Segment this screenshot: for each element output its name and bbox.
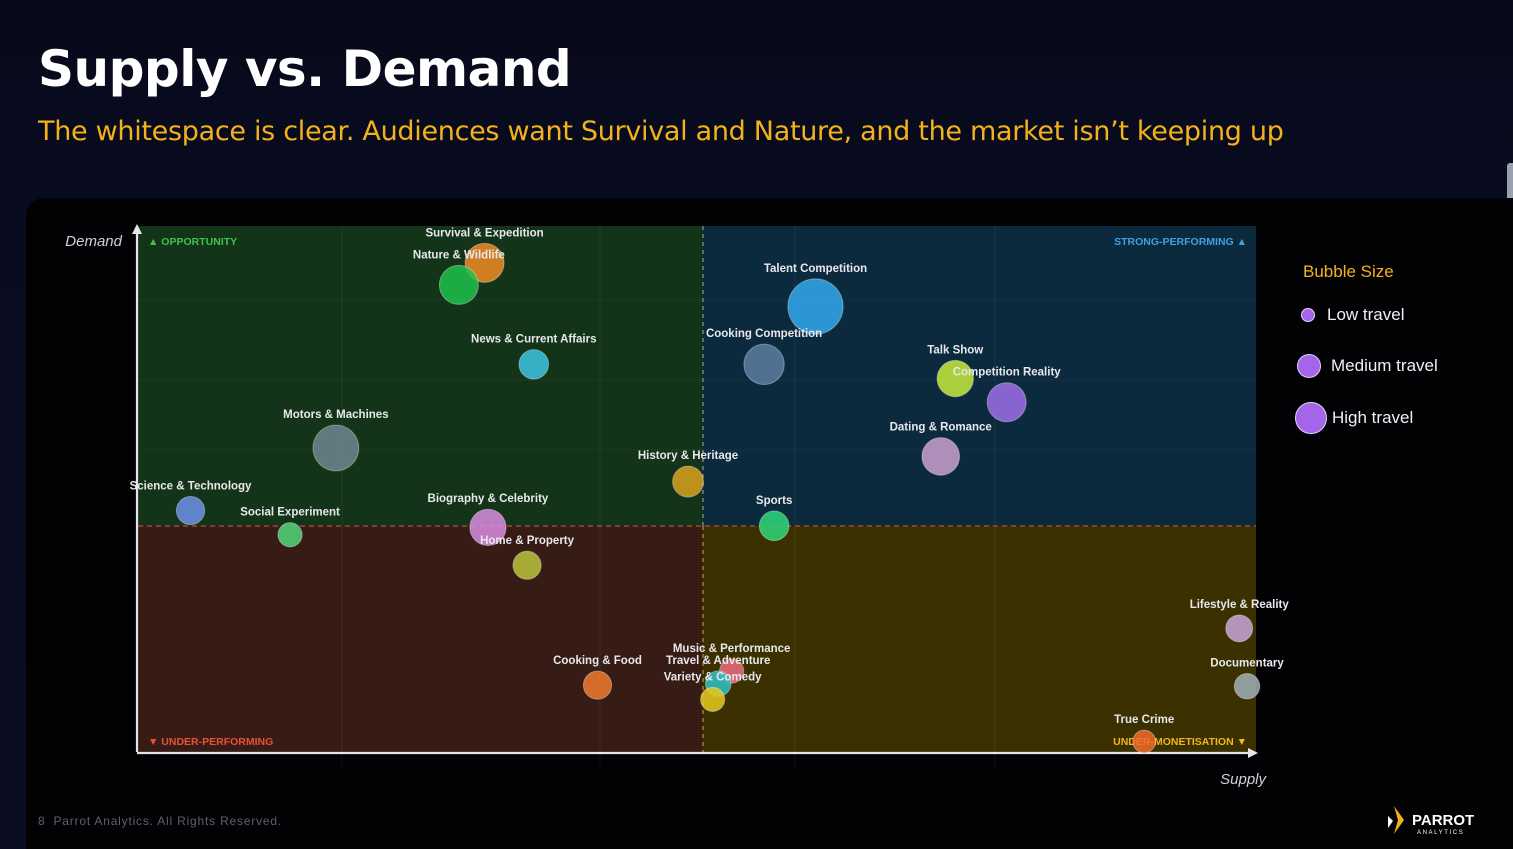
page-title: Supply vs. Demand <box>38 40 572 98</box>
bubble-science-and-technology[interactable] <box>175 495 206 526</box>
bubble-biography-and-celebrity[interactable] <box>469 508 507 547</box>
legend-title: Bubble Size <box>1303 262 1394 281</box>
bubble-label-history-and-heritage: History & Heritage <box>638 450 738 462</box>
parrot-logo: PARROT ANALYTICS <box>1388 806 1474 836</box>
footer: 8 Parrot Analytics. All Rights Reserved. <box>38 814 290 828</box>
logo-tagline: ANALYTICS <box>1417 830 1464 836</box>
quadrant-label-strong-performing: STRONG-PERFORMING ▲ <box>1114 236 1247 248</box>
bubble-talk-show[interactable] <box>936 359 974 398</box>
legend-item-high: High travel <box>1295 402 1413 434</box>
bubble-label-talent-competition: Talent Competition <box>764 263 867 275</box>
page-subtitle: The whitespace is clear. Audiences want … <box>38 116 1284 147</box>
quadrant-strong-performing <box>703 226 1256 526</box>
bubble-social-experiment[interactable] <box>277 522 303 548</box>
bubble-nature-and-wildlife[interactable] <box>438 264 479 305</box>
bubble-label-news-and-current-affairs: News & Current Affairs <box>471 334 596 346</box>
legend-label-low: Low travel <box>1327 305 1405 324</box>
bubble-variety-and-comedy[interactable] <box>700 686 726 712</box>
bubble-history-and-heritage[interactable] <box>672 465 705 498</box>
parrot-logo-icon <box>1388 806 1404 834</box>
bubble-cooking-and-food[interactable] <box>582 670 613 700</box>
bubble-label-competition-reality: Competition Reality <box>953 367 1062 379</box>
bubble-sports[interactable] <box>758 510 790 542</box>
bubble-label-cooking-competition: Cooking Competition <box>706 328 822 340</box>
quadrant-opportunity <box>138 226 703 526</box>
bubble-label-music-and-performance: Music & Performance <box>673 643 791 655</box>
legend-item-medium: Medium travel <box>1297 354 1438 378</box>
copyright-text: Parrot Analytics. All Rights Reserved. <box>53 814 282 828</box>
bubble-label-documentary: Documentary <box>1210 658 1284 670</box>
legend-item-low: Low travel <box>1301 305 1404 325</box>
legend-bubble-small-icon <box>1301 308 1315 322</box>
bubble-label-survival-and-expedition: Survival & Expedition <box>425 227 543 239</box>
bubble-label-true-crime: True Crime <box>1114 714 1174 726</box>
quadrant-label-opportunity: ▲ OPPORTUNITY <box>148 236 237 248</box>
bubble-label-sports: Sports <box>756 495 792 507</box>
logo-wordmark: PARROT <box>1412 812 1474 829</box>
bubble-label-travel-and-adventure: Travel & Adventure <box>666 655 770 667</box>
y-axis-label: Demand <box>65 233 122 250</box>
bubble-news-and-current-affairs[interactable] <box>518 349 550 380</box>
bubble-label-motors-and-machines: Motors & Machines <box>283 409 388 421</box>
y-axis-arrow-icon <box>132 224 142 234</box>
bubble-layer <box>175 242 1261 754</box>
bubble-motors-and-machines[interactable] <box>312 424 360 472</box>
bubble-label-nature-and-wildlife: Nature & Wildlife <box>413 249 505 261</box>
bubble-label-variety-and-comedy: Variety & Comedy <box>664 671 762 683</box>
bubble-label-biography-and-celebrity: Biography & Celebrity <box>428 493 549 505</box>
bubble-true-crime[interactable] <box>1132 729 1157 754</box>
bubble-competition-reality[interactable] <box>986 382 1027 423</box>
quadrant-label-under-performing: ▼ UNDER-PERFORMING <box>148 736 273 748</box>
bubble-dating-and-romance[interactable] <box>921 437 961 476</box>
bubble-lifestyle-and-reality[interactable] <box>1225 614 1254 643</box>
bubble-label-home-and-property: Home & Property <box>480 535 575 547</box>
legend-label-high: High travel <box>1332 408 1414 427</box>
bubble-survival-and-expedition[interactable] <box>464 242 505 283</box>
legend-bubble-medium-icon <box>1297 354 1321 378</box>
bubble-label-talk-show: Talk Show <box>927 344 983 356</box>
bubble-label-science-and-technology: Science & Technology <box>130 480 252 492</box>
bubble-home-and-property[interactable] <box>512 550 542 580</box>
bubble-label-lifestyle-and-reality: Lifestyle & Reality <box>1190 599 1290 611</box>
quadrant-under-monetisation <box>703 526 1256 752</box>
quadrant-layer <box>138 226 1256 752</box>
bubble-cooking-competition[interactable] <box>743 343 785 386</box>
x-axis-arrow-icon <box>1248 748 1258 758</box>
bubble-label-social-experiment: Social Experiment <box>240 507 340 519</box>
bubble-documentary[interactable] <box>1233 673 1261 700</box>
bubble-talent-competition[interactable] <box>787 278 844 335</box>
legend-bubble-large-icon <box>1295 402 1327 434</box>
quadrant-under-performing <box>138 526 703 752</box>
legend-label-medium: Medium travel <box>1331 356 1438 375</box>
bubble-label-dating-and-romance: Dating & Romance <box>890 422 992 434</box>
x-axis-label: Supply <box>1220 771 1267 788</box>
label-layer: Survival & Expedition Nature & Wildlife Ta… <box>130 227 1290 726</box>
page-number: 8 <box>38 814 46 828</box>
axis-layer: Demand Supply ▲ OPPORTUNITY STRONG-PERFORMI… <box>65 224 1267 788</box>
bubble-label-cooking-and-food: Cooking & Food <box>553 655 642 667</box>
scroll-handle[interactable] <box>1507 163 1513 201</box>
